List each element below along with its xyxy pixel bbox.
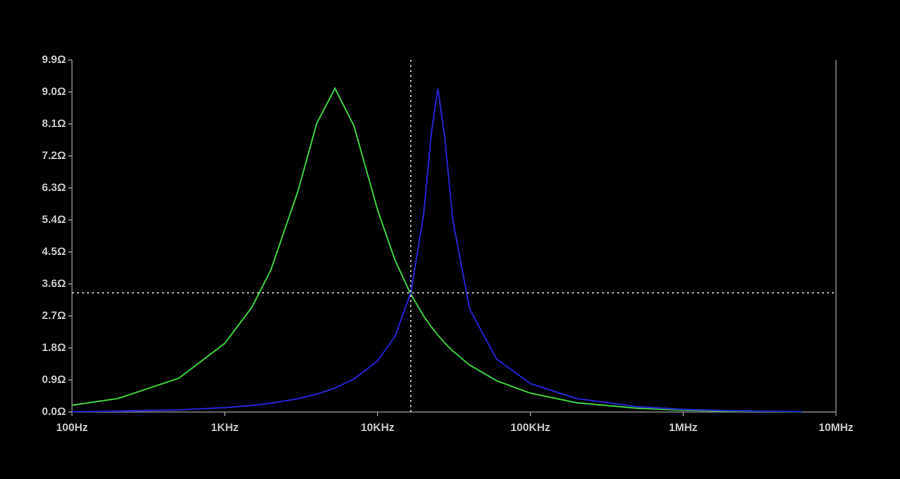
y-tick-label: 0.9Ω <box>42 374 66 386</box>
x-tick-label: 100KHz <box>511 422 551 434</box>
y-tick-label: 7.2Ω <box>42 150 66 162</box>
y-tick-label: 1.8Ω <box>42 342 66 354</box>
trace-line <box>71 88 803 413</box>
y-tick-label: 6.3Ω <box>42 182 66 194</box>
trace-line <box>71 86 803 413</box>
y-tick-label: 9.9Ω <box>42 54 66 66</box>
x-tick-label: 10KHz <box>361 422 395 434</box>
y-tick-label: 0.0Ω <box>42 406 66 418</box>
x-tick-label: 100Hz <box>56 422 88 434</box>
x-tick-label: 1MHz <box>669 422 698 434</box>
y-tick-label: 5.4Ω <box>42 214 66 226</box>
x-tick-label: 1KHz <box>211 422 239 434</box>
y-tick-label: 3.6Ω <box>42 278 66 290</box>
y-tick-label: 9.0Ω <box>42 86 66 98</box>
y-tick-label: 2.7Ω <box>42 310 66 322</box>
y-tick-label: 8.1Ω <box>42 118 66 130</box>
y-tick-label: 4.5Ω <box>42 246 66 258</box>
x-tick-label: 10MHz <box>819 422 854 434</box>
